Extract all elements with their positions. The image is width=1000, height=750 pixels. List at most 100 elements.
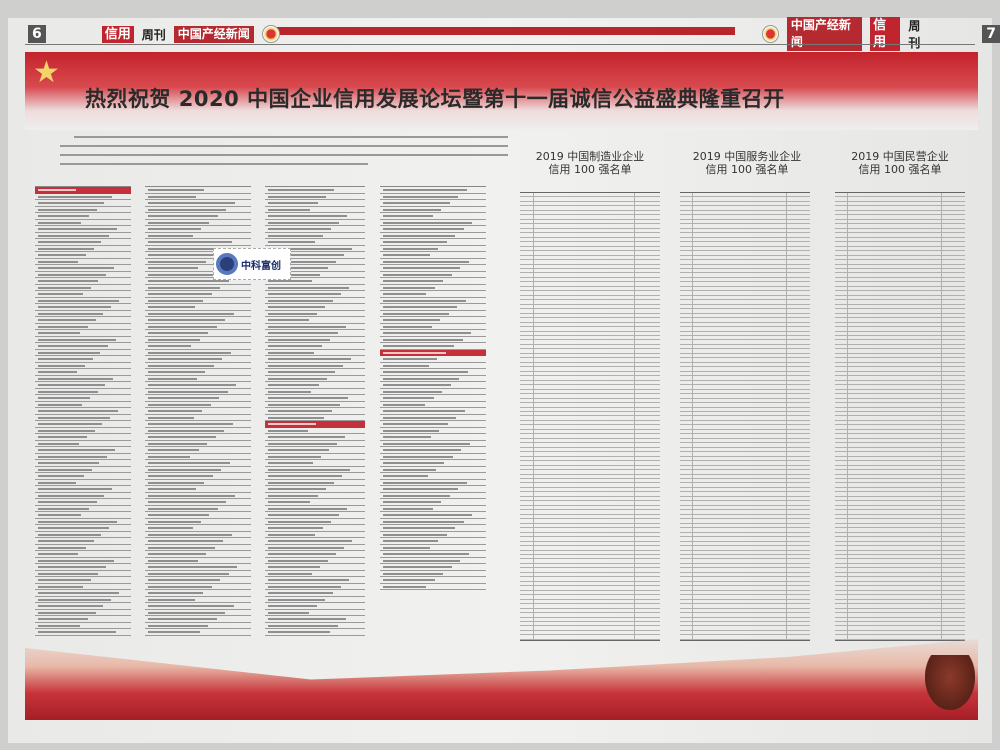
table-row: [680, 224, 810, 229]
table-cell: [787, 408, 810, 411]
table-cell: [942, 573, 965, 576]
list-item: [35, 460, 131, 467]
table-cell: [534, 537, 635, 541]
list-item: [145, 493, 251, 499]
list-item: [265, 473, 365, 480]
table-cell: [942, 533, 965, 536]
table-cell: [693, 519, 787, 523]
table-cell: [693, 193, 787, 197]
table-row: [520, 331, 660, 336]
table-cell: [520, 590, 534, 595]
table-cell: [534, 206, 635, 210]
table-row: [680, 420, 810, 426]
table-row: [835, 492, 965, 497]
table-cell: [635, 318, 660, 321]
table-cell: [835, 362, 848, 367]
table-cell: [848, 470, 942, 474]
table-cell: [534, 295, 635, 300]
table-cell: [520, 394, 534, 398]
table-cell: [848, 438, 942, 443]
table-row: [835, 260, 965, 265]
table-cell: [693, 452, 787, 456]
table-cell: [680, 447, 693, 452]
table-cell: [942, 305, 965, 308]
table-cell: [693, 380, 787, 385]
table-cell: [787, 229, 810, 232]
table-cell: [835, 465, 848, 470]
table-cell: [848, 322, 942, 327]
list-item: [35, 428, 131, 434]
table-cell: [848, 237, 942, 242]
table-cell: [534, 532, 635, 537]
table-cell: [534, 215, 635, 219]
table-row: [680, 577, 810, 582]
table-cell: [942, 492, 965, 495]
table-cell: [635, 591, 660, 594]
list-item: [380, 317, 486, 324]
table-cell: [534, 483, 635, 487]
emblem-icon: [762, 25, 779, 43]
table-cell: [942, 265, 965, 268]
table-cell: [680, 554, 693, 559]
list-item: [380, 233, 486, 239]
table-cell: [534, 318, 635, 322]
table-row: [835, 537, 965, 542]
table-cell: [520, 193, 534, 197]
table-cell: [693, 429, 787, 434]
list-item: [145, 252, 251, 259]
table-cell: [520, 622, 534, 626]
list-item: [145, 519, 251, 525]
table-cell: [693, 599, 787, 604]
table-row: [520, 233, 660, 238]
list-item: [145, 434, 251, 441]
table-cell: [534, 246, 635, 251]
table-cell: [520, 523, 534, 528]
table-cell: [848, 286, 942, 291]
table-cell: [942, 524, 965, 527]
table-row: [835, 470, 965, 475]
table-cell: [835, 541, 848, 546]
table-cell: [942, 595, 965, 598]
list-item: [35, 259, 131, 265]
table-row: [680, 635, 810, 640]
table-cell: [520, 559, 534, 563]
table-cell: [787, 385, 810, 388]
table-cell: [635, 367, 660, 370]
table-cell: [693, 528, 787, 532]
table-cell: [520, 322, 534, 327]
table-cell: [693, 554, 787, 559]
table-cell: [693, 546, 787, 550]
table-row: [835, 210, 965, 216]
list-item: [380, 532, 486, 538]
table-cell: [693, 300, 787, 304]
table-cell: [635, 256, 660, 259]
list-item: [265, 447, 365, 454]
table-cell: [635, 269, 660, 272]
table-row: [520, 336, 660, 341]
table-cell: [848, 434, 942, 438]
table-row: [680, 398, 810, 404]
table-row: [520, 510, 660, 515]
list-item: [145, 343, 251, 350]
table-cell: [942, 282, 965, 285]
list-item: [265, 272, 365, 278]
table-row: [680, 461, 810, 466]
list-item: [35, 558, 131, 564]
table-row: [835, 429, 965, 435]
table-cell: [848, 403, 942, 407]
table-cell: [942, 372, 965, 375]
table-cell: [835, 291, 848, 295]
table-cell: [835, 474, 848, 478]
table-cell: [693, 389, 787, 394]
table-cell: [520, 568, 534, 572]
table-row: [835, 349, 965, 354]
table-cell: [787, 497, 810, 500]
table-cell: [835, 233, 848, 237]
table-cell: [693, 532, 787, 537]
table-cell: [848, 617, 942, 621]
table-row: [680, 429, 810, 435]
table-cell: [848, 479, 942, 483]
list-item: [265, 525, 365, 532]
table-cell: [635, 287, 660, 290]
table-row: [680, 394, 810, 399]
